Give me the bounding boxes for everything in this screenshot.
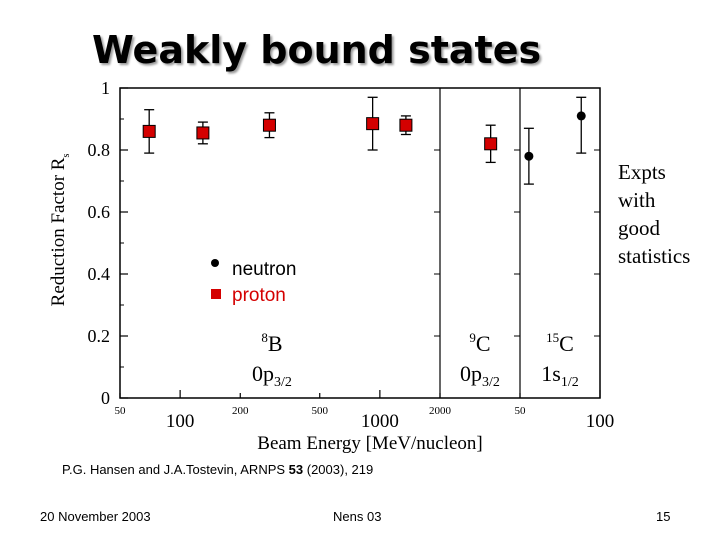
y-tick-label: 0.6 — [88, 202, 111, 222]
x-tick-label: 2000 — [429, 405, 452, 417]
citation-suffix: (2003), 219 — [303, 462, 374, 477]
x-tick-label: 50 — [515, 405, 527, 417]
y-tick-label: 0.2 — [88, 326, 111, 346]
note-line: with — [618, 188, 656, 212]
legend-neutron-marker — [211, 259, 219, 267]
panel-nucleus-label: 15C — [546, 330, 574, 356]
x-tick-label: 1000 — [361, 411, 399, 432]
orbital-name: 1s — [541, 361, 561, 386]
slide-title: Weakly bound states — [92, 28, 542, 72]
data-point-proton — [484, 137, 498, 151]
nucleus-symbol: C — [559, 331, 574, 356]
y-tick-label: 0.4 — [88, 264, 111, 284]
nucleus-symbol: C — [476, 331, 491, 356]
nucleus-symbol: B — [268, 331, 283, 356]
orbital-name: 0p — [460, 361, 482, 386]
nucleus-mass-number: 15 — [546, 330, 559, 345]
panel-nucleus-label: 9C — [469, 330, 490, 356]
plot-frame — [119, 87, 601, 399]
y-tick-label: 1 — [101, 78, 110, 98]
data-point-proton — [196, 126, 210, 140]
footer-page-number: 15 — [656, 509, 671, 524]
orbital-subscript: 3/2 — [274, 375, 292, 390]
legend-neutron-label: neutron — [232, 259, 297, 280]
data-point-proton — [142, 124, 156, 138]
y-tick-label: 0.8 — [88, 140, 111, 160]
x-tick-label: 100 — [166, 411, 195, 432]
orbital-subscript: 3/2 — [482, 375, 500, 390]
note-line: statistics — [618, 244, 691, 268]
x-tick-label: 200 — [232, 405, 249, 417]
panel-orbital-label: 1s1/2 — [541, 361, 578, 390]
statistics-note: Expts with good statistics — [618, 158, 714, 270]
footer-conference: Nens 03 — [333, 509, 382, 524]
data-point-proton — [262, 118, 276, 132]
nucleus-mass-number: 8 — [261, 330, 268, 345]
data-point-neutron — [524, 151, 534, 161]
legend-proton-marker — [211, 289, 221, 299]
x-tick-label: 100 — [586, 411, 615, 432]
data-point-neutron — [576, 111, 586, 121]
data-point-proton — [366, 117, 380, 131]
nucleus-mass-number: 9 — [469, 330, 476, 345]
note-line: good — [618, 216, 660, 240]
y-tick-label: 0 — [101, 388, 110, 408]
x-tick-label: 50 — [115, 405, 127, 417]
data-point-proton — [399, 118, 413, 132]
x-tick-label: 500 — [311, 405, 328, 417]
note-line: Expts — [618, 160, 666, 184]
panel-orbital-label: 0p3/2 — [252, 361, 292, 390]
citation-prefix: P.G. Hansen and J.A.Tostevin, ARNPS — [62, 462, 289, 477]
x-axis-label: Beam Energy [MeV/nucleon] — [257, 433, 482, 454]
citation-volume: 53 — [288, 462, 304, 477]
citation: P.G. Hansen and J.A.Tostevin, ARNPS 53 (… — [62, 462, 373, 477]
orbital-name: 0p — [252, 361, 274, 386]
panel-nucleus-label: 8B — [261, 330, 282, 356]
orbital-subscript: 1/2 — [561, 375, 579, 390]
legend-proton-label: proton — [232, 285, 286, 306]
footer-date: 20 November 2003 — [40, 509, 151, 524]
panel-orbital-label: 0p3/2 — [460, 361, 500, 390]
